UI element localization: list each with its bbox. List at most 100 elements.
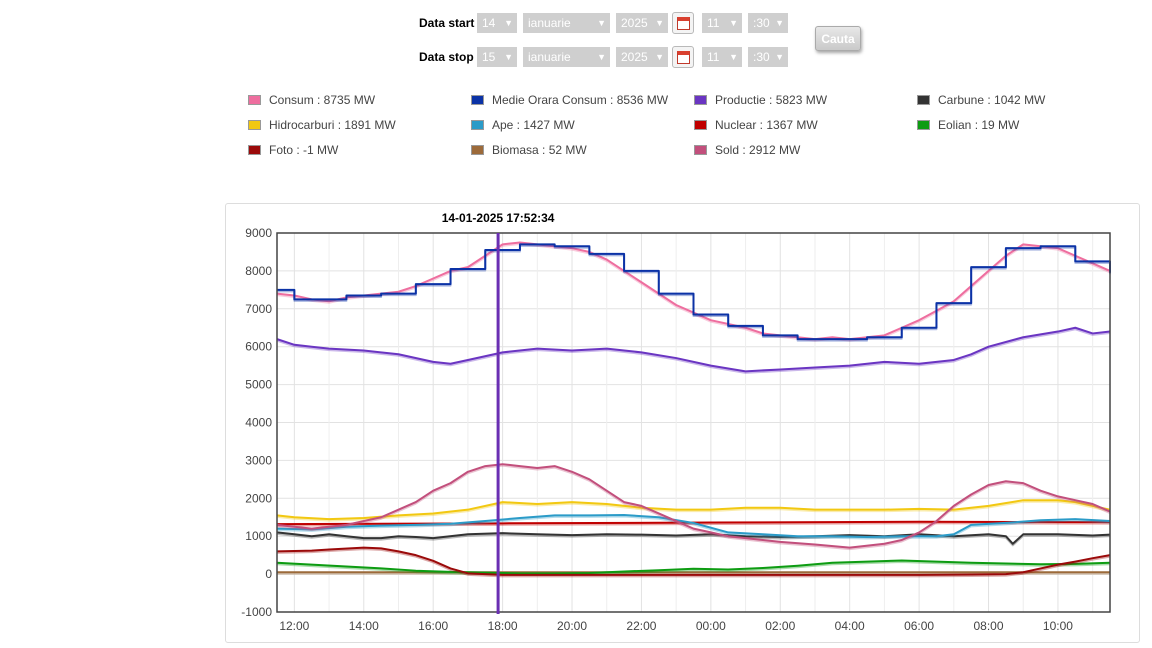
x-tick-label: 20:00 <box>557 619 587 633</box>
legend-label: Eolian : 19 MW <box>938 118 1020 132</box>
stop-date-label: Data stop <box>419 50 474 64</box>
x-tick-label: 04:00 <box>835 619 865 633</box>
legend-item[interactable]: Eolian : 19 MW <box>917 118 1019 132</box>
start-minute-select[interactable]: :30 ▼ <box>748 13 788 33</box>
legend-label: Productie : 5823 MW <box>715 93 828 107</box>
chevron-down-icon: ▼ <box>729 18 738 28</box>
legend-item[interactable]: Productie : 5823 MW <box>694 93 827 107</box>
start-year-select[interactable]: 2025 ▼ <box>616 13 668 33</box>
series-line <box>276 531 1111 545</box>
stop-month-select[interactable]: ianuarie ▼ <box>523 47 610 67</box>
chevron-down-icon: ▼ <box>597 18 606 28</box>
series-line-shadow <box>276 464 1111 551</box>
x-tick-label: 18:00 <box>488 619 518 633</box>
legend-label: Hidrocarburi : 1891 MW <box>269 118 396 132</box>
legend-item[interactable]: Hidrocarburi : 1891 MW <box>248 118 396 132</box>
x-tick-label: 16:00 <box>418 619 448 633</box>
legend-item[interactable]: Consum : 8735 MW <box>248 93 375 107</box>
legend-swatch <box>917 95 930 105</box>
legend-swatch <box>694 120 707 130</box>
time-cursor-label: 14-01-2025 17:52:34 <box>442 211 555 225</box>
start-date-label: Data start <box>419 16 475 30</box>
legend-item[interactable]: Nuclear : 1367 MW <box>694 118 818 132</box>
y-tick-label: 7000 <box>245 302 272 316</box>
y-tick-label: 1000 <box>245 529 272 543</box>
y-tick-label: 4000 <box>245 416 272 430</box>
x-tick-label: 08:00 <box>974 619 1004 633</box>
start-hour-select[interactable]: 11 ▼ <box>702 13 742 33</box>
legend-swatch <box>471 145 484 155</box>
legend-swatch <box>471 120 484 130</box>
legend-label: Sold : 2912 MW <box>715 143 801 157</box>
chevron-down-icon: ▼ <box>504 18 513 28</box>
start-day-select[interactable]: 14 ▼ <box>477 13 517 33</box>
y-tick-label: 9000 <box>245 226 272 240</box>
legend-item[interactable]: Medie Orara Consum : 8536 MW <box>471 93 668 107</box>
legend-item[interactable]: Carbune : 1042 MW <box>917 93 1045 107</box>
chevron-down-icon: ▼ <box>655 18 664 28</box>
x-tick-label: 00:00 <box>696 619 726 633</box>
series-line-shadow <box>276 560 1111 576</box>
stop-calendar-button[interactable] <box>672 46 694 68</box>
stop-minute-value: :30 <box>753 50 770 64</box>
series-line <box>276 546 1111 576</box>
stop-day-select[interactable]: 15 ▼ <box>477 47 517 67</box>
legend-label: Ape : 1427 MW <box>492 118 575 132</box>
start-hour-value: 11 <box>707 16 720 30</box>
legend-swatch <box>248 120 261 130</box>
legend-swatch <box>917 120 930 130</box>
series-line <box>276 463 1111 549</box>
legend-label: Consum : 8735 MW <box>269 93 376 107</box>
start-day-value: 14 <box>482 16 496 30</box>
stop-day-value: 15 <box>482 50 496 64</box>
start-year-value: 2025 <box>621 16 648 30</box>
chevron-down-icon: ▼ <box>655 52 664 62</box>
series-line-shadow <box>276 548 1111 578</box>
stop-month-value: ianuarie <box>528 50 571 64</box>
legend-item[interactable]: Ape : 1427 MW <box>471 118 575 132</box>
start-calendar-button[interactable] <box>672 12 694 34</box>
chevron-down-icon: ▼ <box>775 18 784 28</box>
legend-item[interactable]: Biomasa : 52 MW <box>471 143 587 157</box>
stop-year-select[interactable]: 2025 ▼ <box>616 47 668 67</box>
legend-label: Nuclear : 1367 MW <box>715 118 818 132</box>
series-line-shadow <box>276 328 1111 374</box>
start-date-row: Data start 14 ▼ ianuarie ▼ 2025 ▼ 11 ▼ :30 ▼ <box>419 12 794 34</box>
x-tick-label: 12:00 <box>279 619 309 633</box>
legend-swatch <box>471 95 484 105</box>
series-line <box>276 513 1111 538</box>
series-line-shadow <box>276 500 1111 522</box>
stop-hour-select[interactable]: 11 ▼ <box>702 47 742 67</box>
series-line <box>276 326 1111 373</box>
y-tick-label: 8000 <box>245 264 272 278</box>
y-tick-label: 0 <box>265 567 272 581</box>
legend-label: Medie Orara Consum : 8536 MW <box>492 93 669 107</box>
stop-date-row: Data stop 15 ▼ ianuarie ▼ 2025 ▼ 11 ▼ :30 ▼ <box>419 46 794 68</box>
x-tick-label: 02:00 <box>765 619 795 633</box>
legend-item[interactable]: Foto : -1 MW <box>248 143 338 157</box>
start-month-value: ianuarie <box>528 16 571 30</box>
series-line <box>276 559 1111 575</box>
legend-swatch <box>248 95 261 105</box>
legend-swatch <box>248 145 261 155</box>
legend-swatch <box>694 95 707 105</box>
x-tick-label: 14:00 <box>349 619 379 633</box>
calendar-icon <box>676 50 690 64</box>
start-month-select[interactable]: ianuarie ▼ <box>523 13 610 33</box>
series-line-shadow <box>276 515 1111 540</box>
chevron-down-icon: ▼ <box>597 52 606 62</box>
chevron-down-icon: ▼ <box>504 52 513 62</box>
legend-item[interactable]: Sold : 2912 MW <box>694 143 800 157</box>
y-tick-label: 6000 <box>245 340 272 354</box>
start-minute-value: :30 <box>753 16 770 30</box>
y-tick-label: 3000 <box>245 453 272 467</box>
y-tick-label: -1000 <box>241 605 272 619</box>
series-line-shadow <box>276 532 1111 547</box>
stop-hour-value: 11 <box>707 50 720 64</box>
x-tick-label: 10:00 <box>1043 619 1073 633</box>
chevron-down-icon: ▼ <box>729 52 738 62</box>
series-line <box>277 243 1111 341</box>
search-button[interactable]: Cauta <box>815 26 861 51</box>
stop-minute-select[interactable]: :30 ▼ <box>748 47 788 67</box>
